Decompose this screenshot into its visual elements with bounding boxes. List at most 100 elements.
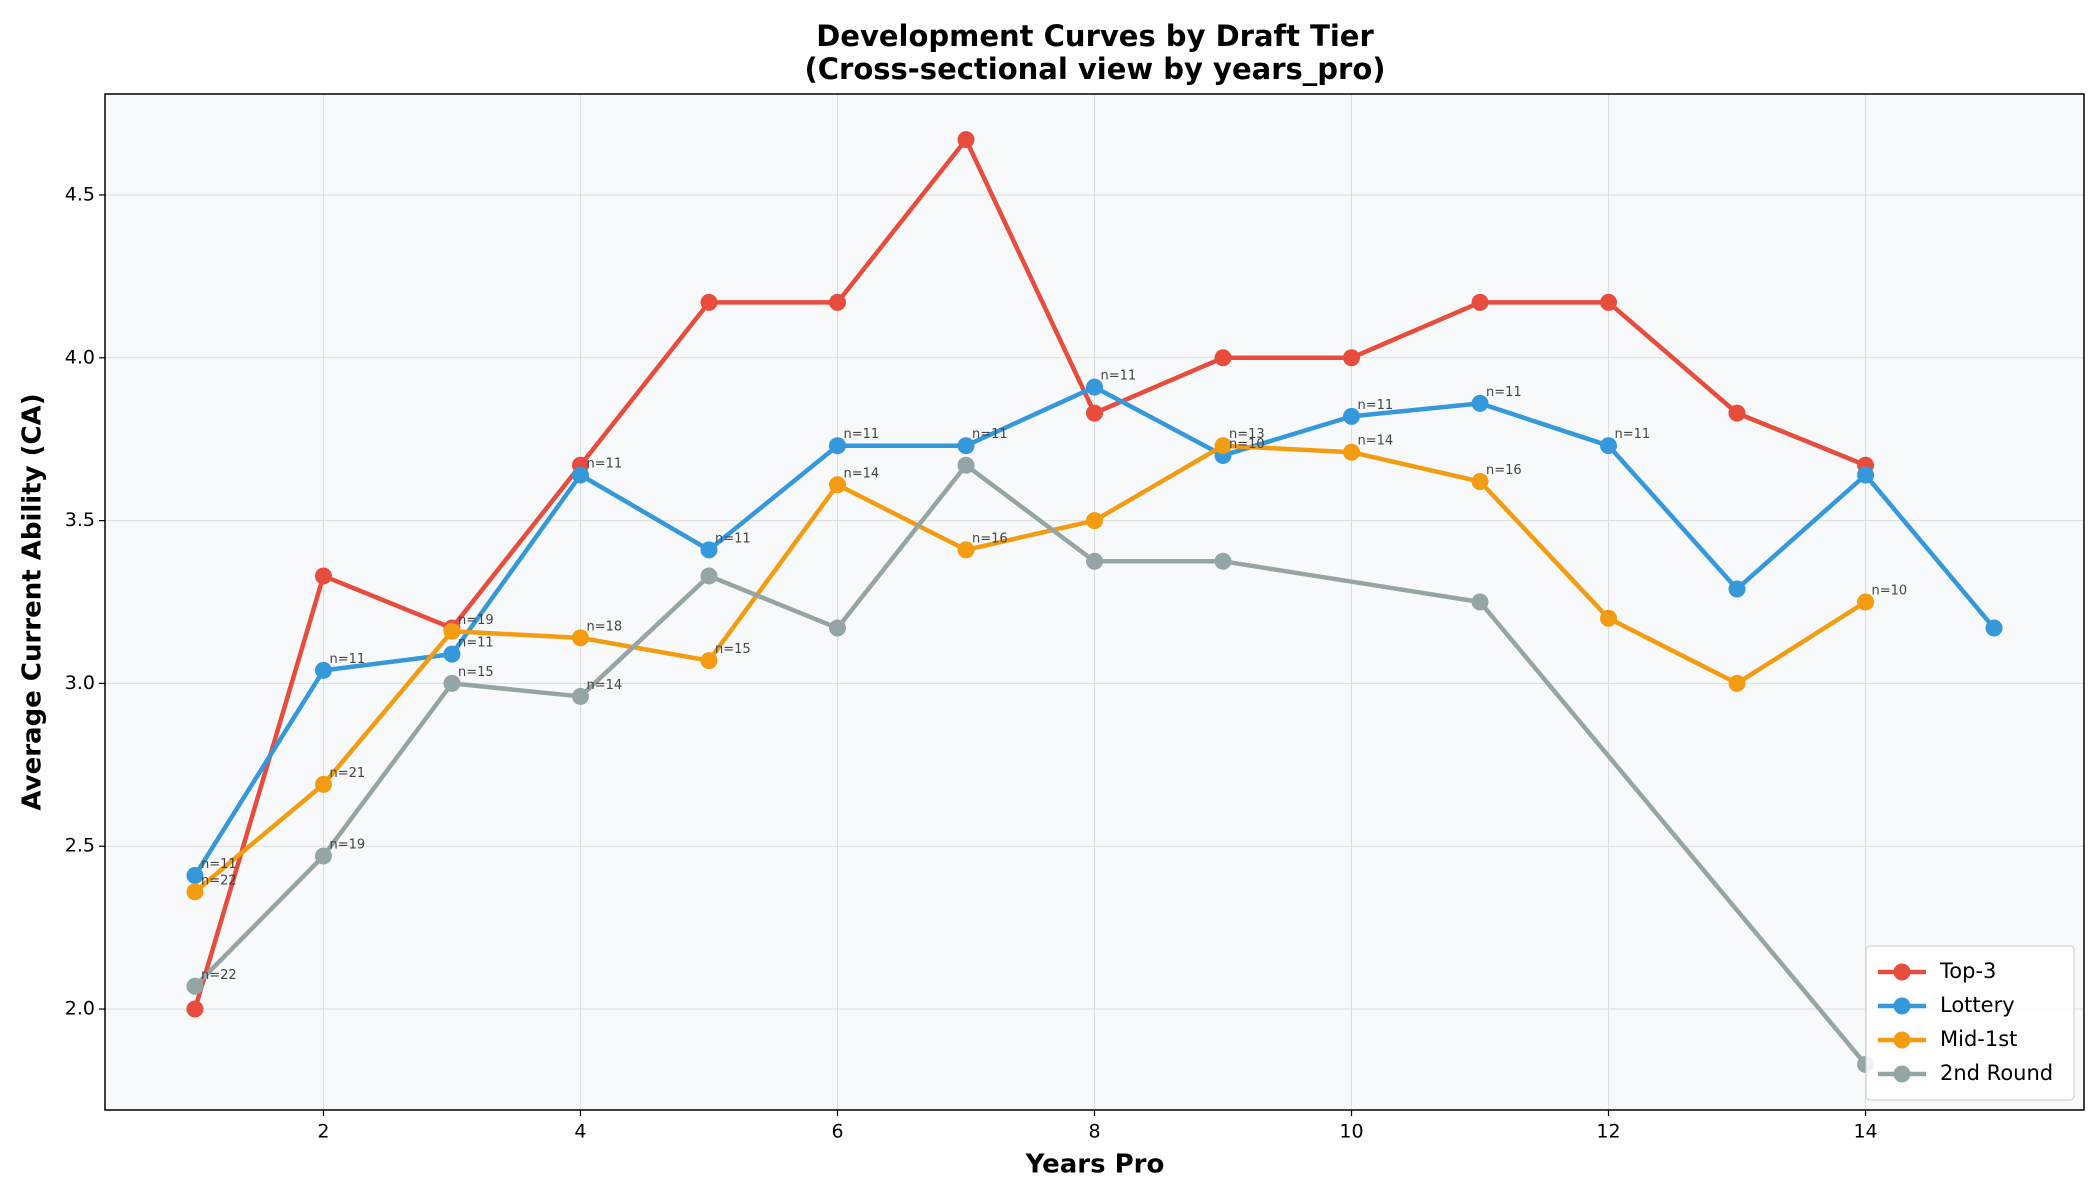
data-point: [186, 883, 204, 901]
data-point: [700, 541, 718, 559]
point-annotation: n=18: [586, 619, 622, 634]
point-annotation: n=19: [458, 613, 494, 628]
point-annotation: n=11: [586, 457, 622, 472]
y-tick-label: 2.5: [65, 835, 95, 857]
point-annotation: n=16: [1486, 463, 1522, 478]
point-annotation: n=22: [201, 968, 237, 983]
data-point: [1857, 466, 1875, 484]
data-point: [186, 1000, 204, 1018]
y-tick-label: 4.0: [65, 346, 95, 368]
x-tick-label: 12: [1596, 1121, 1620, 1143]
data-point: [957, 456, 975, 474]
data-point: [1600, 293, 1618, 311]
data-point: [1471, 473, 1489, 491]
point-annotation: n=14: [586, 678, 622, 693]
data-point: [1086, 404, 1103, 422]
data-point: [1086, 378, 1103, 396]
point-annotation: n=15: [458, 665, 494, 680]
x-tick-label: 10: [1339, 1121, 1363, 1143]
data-point: [443, 622, 461, 640]
x-tick-label: 4: [574, 1121, 586, 1143]
point-annotation: n=11: [715, 531, 751, 546]
data-point: [1086, 552, 1103, 570]
data-point: [1343, 349, 1361, 367]
legend-label: Top-3: [1939, 959, 1996, 983]
data-point: [700, 293, 718, 311]
y-tick-label: 2.0: [65, 998, 95, 1020]
legend-label: 2nd Round: [1940, 1061, 2053, 1085]
data-point: [314, 775, 332, 793]
data-point: [1214, 349, 1232, 367]
data-point: [957, 131, 975, 149]
point-annotation: n=21: [329, 766, 365, 781]
y-tick-label: 3.0: [65, 672, 95, 694]
point-annotation: n=11: [1486, 385, 1522, 400]
point-annotation: n=22: [201, 873, 237, 888]
data-point: [314, 847, 332, 865]
point-annotation: n=11: [201, 857, 237, 872]
data-point: [828, 476, 846, 494]
legend-marker: [1893, 1031, 1911, 1049]
data-point: [1343, 443, 1361, 461]
data-point: [1600, 437, 1618, 455]
point-annotation: n=10: [1872, 584, 1908, 599]
data-point: [828, 619, 846, 637]
x-tick-label: 8: [1088, 1121, 1100, 1143]
data-point: [1985, 619, 2003, 637]
data-point: [443, 674, 461, 692]
x-tick-label: 14: [1853, 1121, 1877, 1143]
chart-subtitle: (Cross-sectional view by years_pro): [804, 52, 1385, 86]
point-annotation: n=11: [329, 652, 365, 667]
point-annotation: n=11: [458, 636, 494, 651]
series-line: [193, 443, 1867, 894]
legend-marker: [1893, 963, 1911, 981]
data-point: [1086, 512, 1103, 530]
legend-marker: [1893, 1065, 1911, 1083]
point-annotation: n=14: [843, 466, 879, 481]
y-axis-label: Average Current Ability (CA): [18, 393, 48, 810]
legend: Top-3 Lottery Mid-1st 2nd Round: [1865, 945, 2075, 1101]
x-tick-label: 6: [831, 1121, 843, 1143]
data-point: [700, 652, 718, 670]
data-point: [1214, 437, 1232, 455]
data-point: [571, 687, 589, 705]
data-point: [1600, 609, 1618, 627]
y-tick-label: 4.5: [65, 183, 95, 205]
data-point: [1728, 580, 1746, 598]
point-annotation: n=19: [329, 838, 365, 853]
y-tick-label: 3.5: [65, 509, 95, 531]
data-point: [443, 645, 461, 663]
data-point: [1728, 404, 1746, 422]
point-annotation: n=11: [1101, 369, 1137, 384]
data-point: [1343, 407, 1361, 425]
point-annotation: n=10: [1229, 437, 1265, 452]
point-annotation: n=11: [1358, 398, 1394, 413]
data-point: [1857, 593, 1875, 611]
point-annotation: n=16: [972, 531, 1008, 546]
data-point: [314, 661, 332, 679]
series-line: [192, 137, 1867, 1010]
plot-frame: [104, 93, 2085, 1111]
x-axis-label: Years Pro: [1025, 1150, 1165, 1180]
legend-label: Mid-1st: [1940, 1027, 2017, 1051]
point-annotation: n=11: [972, 427, 1008, 442]
data-point: [186, 977, 204, 995]
data-point: [1471, 394, 1489, 412]
legend-label: Lottery: [1940, 993, 2015, 1017]
data-point: [186, 867, 204, 885]
data-point: [314, 567, 332, 585]
data-point: [957, 541, 975, 559]
chart-title: Development Curves by Draft Tier: [816, 19, 1374, 53]
legend-marker: [1893, 997, 1911, 1015]
point-annotation: n=11: [843, 427, 879, 442]
point-annotation: n=14: [1358, 434, 1394, 449]
data-point: [1471, 593, 1489, 611]
data-point: [700, 567, 718, 585]
point-annotation: n=11: [1615, 427, 1651, 442]
point-annotation: n=13: [1229, 427, 1265, 442]
point-annotation: n=15: [715, 642, 751, 657]
data-point: [828, 293, 846, 311]
data-point: [1728, 674, 1746, 692]
